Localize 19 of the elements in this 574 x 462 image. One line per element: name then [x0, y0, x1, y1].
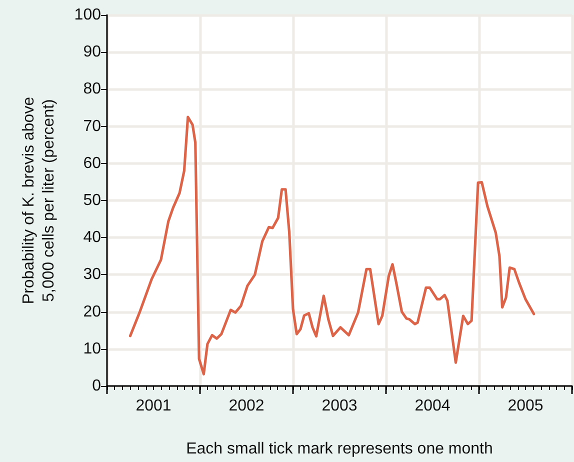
x-axis-title: Each small tick mark represents one month: [186, 440, 493, 458]
y-tick-label: 60: [83, 154, 102, 172]
x-tick-label: 2001: [136, 398, 172, 414]
y-tick-label: 70: [83, 118, 102, 135]
line-series: [128, 116, 536, 376]
y-tick-label: 30: [83, 266, 102, 284]
y-tick-label: 90: [83, 44, 102, 61]
y-tick-label: 80: [83, 80, 102, 98]
x-tick-label: 2005: [508, 398, 544, 414]
y-axis-title: Probability of K. brevis above 5,000 cells per liter (percent): [20, 96, 58, 304]
x-tick-label: 2004: [414, 398, 450, 414]
x-tick-label: 2003: [322, 398, 358, 414]
y-tick-label: 100: [74, 6, 102, 24]
y-tick-label: 40: [83, 229, 102, 246]
y-tick-label: 50: [83, 192, 102, 209]
y-tick-label: 20: [83, 303, 102, 320]
y-tick-label: 10: [83, 340, 102, 358]
y-tick-label: 0: [92, 378, 102, 394]
x-tick-label: 2002: [228, 398, 264, 414]
